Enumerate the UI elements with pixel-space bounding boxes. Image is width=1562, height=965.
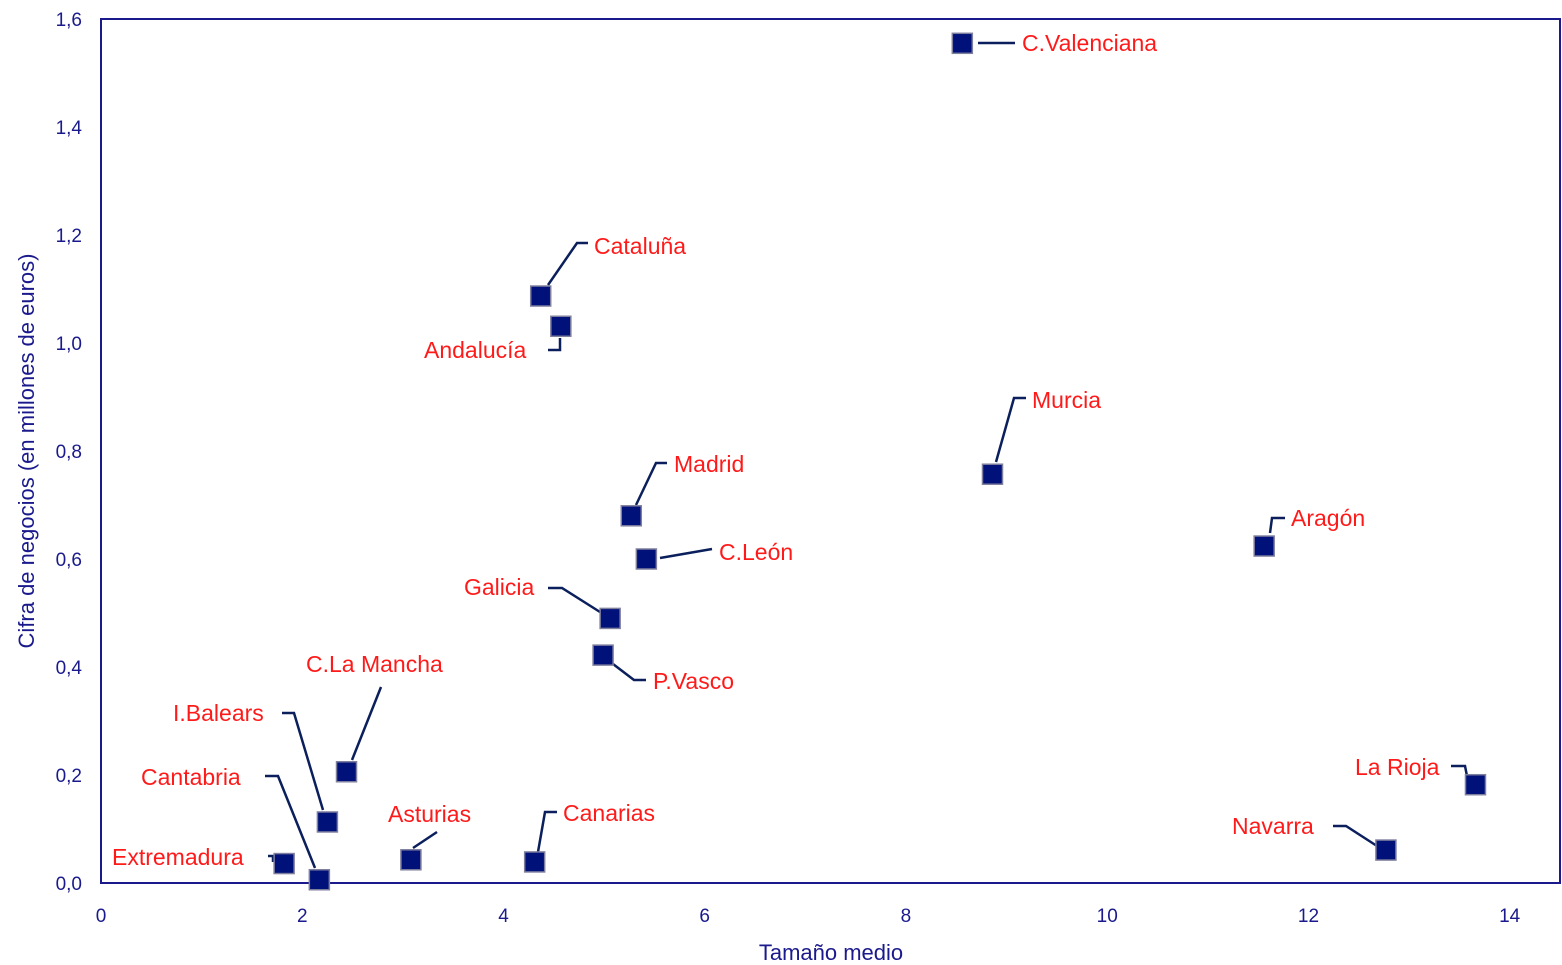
y-tick-label: 1,0 bbox=[56, 334, 82, 355]
y-tick-label: 0,0 bbox=[56, 874, 82, 895]
point-label: Extremadura bbox=[112, 844, 244, 870]
x-axis-ticks: 0 2 4 6 8 10 12 14 bbox=[96, 906, 1521, 927]
leader-line bbox=[350, 686, 383, 761]
point-label: Asturias bbox=[388, 801, 471, 827]
data-point bbox=[599, 607, 621, 630]
leader-line bbox=[548, 586, 601, 614]
x-tick-label: 10 bbox=[1097, 906, 1118, 927]
leader-line bbox=[265, 774, 317, 869]
x-tick-label: 6 bbox=[699, 906, 710, 927]
point-label: C.Valenciana bbox=[1022, 30, 1157, 56]
data-point bbox=[635, 548, 658, 570]
data-point bbox=[951, 32, 974, 55]
point-labels: C.Valenciana Cataluña Andalucía Murcia Madri… bbox=[112, 30, 1440, 870]
data-point bbox=[1375, 839, 1397, 861]
leader-line bbox=[634, 461, 667, 506]
point-label: La Rioja bbox=[1355, 754, 1440, 780]
leader-line bbox=[1268, 516, 1285, 534]
y-tick-label: 0,6 bbox=[56, 550, 82, 571]
leader-line bbox=[1451, 764, 1469, 777]
data-point bbox=[550, 315, 572, 338]
point-label: C.La Mancha bbox=[306, 651, 443, 677]
x-tick-label: 2 bbox=[297, 906, 308, 927]
point-label: I.Balears bbox=[173, 700, 264, 726]
y-tick-label: 1,2 bbox=[56, 226, 82, 247]
point-label: Aragón bbox=[1291, 505, 1365, 531]
leader-line bbox=[412, 830, 438, 850]
leader-line bbox=[548, 338, 562, 352]
point-label: Murcia bbox=[1032, 387, 1101, 413]
x-tick-label: 0 bbox=[96, 906, 107, 927]
point-label: Cataluña bbox=[594, 233, 686, 259]
data-point bbox=[529, 285, 552, 307]
leader-line bbox=[612, 663, 646, 682]
leader-line bbox=[268, 854, 275, 862]
y-axis-title: Cifra de negocios (en millones de euros) bbox=[14, 254, 39, 649]
data-point bbox=[1253, 535, 1275, 557]
point-label: C.León bbox=[719, 539, 793, 565]
data-point bbox=[308, 869, 331, 891]
data-point bbox=[592, 644, 614, 666]
point-label: Andalucía bbox=[424, 337, 527, 363]
data-point bbox=[316, 811, 339, 833]
leader-line bbox=[659, 547, 713, 560]
x-tick-label: 8 bbox=[901, 906, 912, 927]
data-point bbox=[981, 463, 1004, 485]
leader-lines bbox=[265, 41, 1469, 869]
point-label: Madrid bbox=[674, 451, 744, 477]
y-tick-label: 0,2 bbox=[56, 766, 82, 787]
data-point bbox=[523, 851, 546, 873]
x-axis-title: Tamaño medio bbox=[759, 940, 903, 965]
point-label: Cantabria bbox=[141, 764, 241, 790]
data-point bbox=[400, 849, 422, 871]
x-tick-label: 14 bbox=[1499, 906, 1521, 927]
leader-line bbox=[282, 711, 325, 811]
y-tick-label: 0,8 bbox=[56, 442, 82, 463]
leader-line bbox=[536, 810, 557, 853]
leader-line bbox=[1333, 824, 1378, 848]
point-label: P.Vasco bbox=[653, 668, 734, 694]
leader-line bbox=[546, 241, 588, 286]
data-point bbox=[1464, 773, 1487, 796]
data-point bbox=[273, 852, 295, 875]
point-label: Navarra bbox=[1232, 813, 1314, 839]
leader-line bbox=[994, 396, 1026, 463]
point-label: Canarias bbox=[563, 800, 655, 826]
y-tick-label: 0,4 bbox=[56, 658, 83, 679]
y-tick-label: 1,6 bbox=[56, 10, 82, 31]
point-label: Galicia bbox=[464, 574, 535, 600]
data-points bbox=[273, 32, 1487, 891]
plot-area bbox=[100, 18, 1561, 884]
data-point bbox=[335, 761, 358, 783]
y-tick-label: 1,4 bbox=[56, 118, 83, 139]
data-point bbox=[620, 505, 643, 527]
x-tick-label: 12 bbox=[1298, 906, 1319, 927]
x-tick-label: 4 bbox=[498, 906, 509, 927]
y-axis-ticks: 0,0 0,2 0,4 0,6 0,8 1,0 1,2 1,4 1,6 bbox=[56, 10, 83, 895]
